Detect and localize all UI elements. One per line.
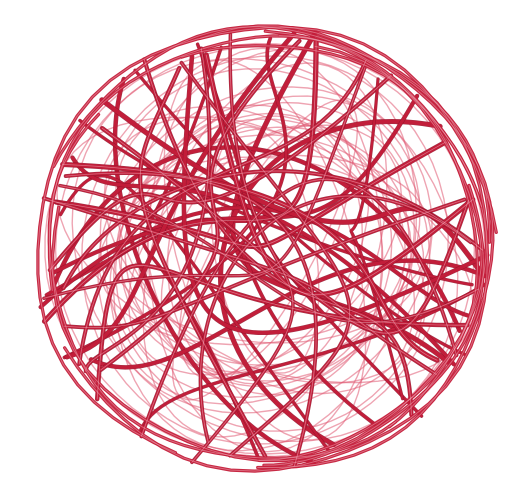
wire-highlight — [44, 41, 317, 322]
front-wire — [45, 218, 376, 426]
front-wire — [89, 258, 488, 369]
front-wire — [70, 155, 456, 366]
wire-highlight — [205, 54, 474, 296]
wire-highlight — [141, 178, 457, 437]
front-wire — [182, 54, 489, 335]
back-wire-loop — [147, 47, 383, 453]
back-wire-loop — [97, 86, 433, 414]
wire-highlight — [96, 265, 468, 400]
wire-highlight — [63, 170, 484, 289]
rim-highlight — [52, 45, 482, 462]
wire-highlight — [85, 48, 210, 372]
front-wire — [113, 77, 316, 465]
wire-highlight — [43, 67, 366, 299]
front-wire — [59, 174, 330, 452]
wire-highlights — [37, 25, 497, 472]
back-wire-loop — [105, 156, 425, 344]
rim-highlight — [53, 26, 490, 243]
wire-highlight — [65, 172, 317, 467]
rim-highlight — [199, 25, 494, 469]
front-wire — [133, 69, 466, 356]
wire-highlight — [78, 59, 367, 365]
wire-highlight — [100, 40, 300, 371]
rim-highlight — [37, 27, 497, 454]
wire-highlight — [55, 141, 446, 248]
wire-highlight — [101, 127, 469, 334]
wire-highlight — [181, 62, 350, 456]
wire-highlight — [139, 67, 266, 457]
wire-highlight — [191, 34, 294, 463]
wire-highlight — [143, 59, 412, 416]
wire-highlight — [59, 185, 479, 323]
front-wire — [138, 282, 489, 433]
back-wire-loop — [142, 62, 388, 438]
rim-highlight — [48, 114, 396, 459]
rim-highlight — [64, 30, 488, 472]
wire-highlight — [200, 195, 472, 443]
rim-highlight — [181, 45, 478, 461]
wire-highlight — [43, 197, 437, 375]
wire-highlight — [62, 164, 438, 361]
front-wire — [349, 77, 404, 400]
